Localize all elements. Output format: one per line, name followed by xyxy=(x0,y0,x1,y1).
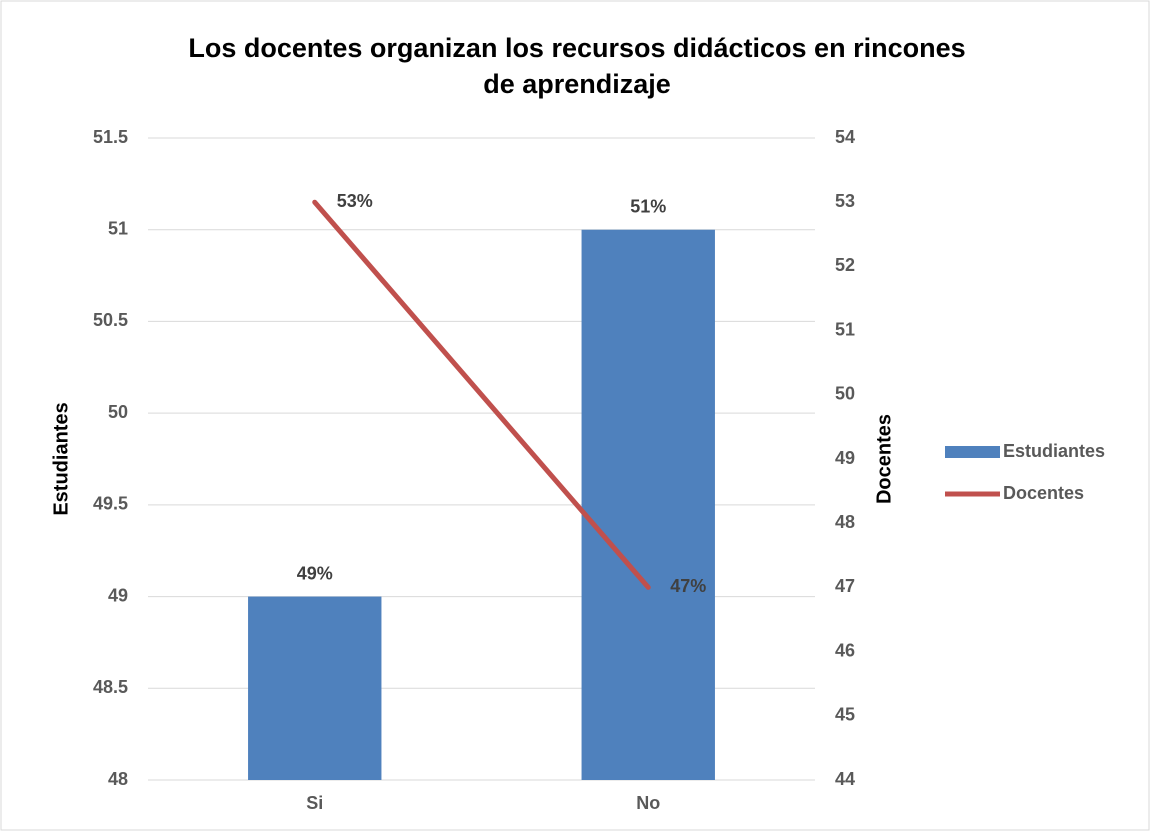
y-tick-label: 48 xyxy=(108,769,128,789)
data-label: 49% xyxy=(297,563,333,583)
legend-label: Docentes xyxy=(1003,483,1084,503)
y-tick-label: 51 xyxy=(108,218,128,238)
y2-tick-label: 51 xyxy=(835,319,855,339)
line xyxy=(312,199,651,590)
y-tick-label: 49.5 xyxy=(93,494,128,514)
y-tick-label: 48.5 xyxy=(93,677,128,697)
y-axis-label: Estudiantes xyxy=(50,402,72,515)
x-tick-label: No xyxy=(636,793,660,813)
y2-tick-label: 47 xyxy=(835,576,855,596)
y2-tick-label: 50 xyxy=(835,384,855,404)
y2-tick-label: 46 xyxy=(835,640,855,660)
bar xyxy=(581,229,715,780)
bar xyxy=(248,596,382,780)
y2-tick-label: 54 xyxy=(835,127,855,147)
y2-tick-label: 45 xyxy=(835,705,855,725)
data-label: 47% xyxy=(670,576,706,596)
y2-tick-label: 49 xyxy=(835,448,855,468)
chart-title: Los docentes organizan los recursos didá… xyxy=(188,33,966,99)
y2-axis-label: Docentes xyxy=(873,414,895,504)
y-tick-label: 50 xyxy=(108,402,128,422)
y2-tick-label: 52 xyxy=(835,255,855,275)
y2-tick-label: 44 xyxy=(835,769,855,789)
y2-tick-label: 48 xyxy=(835,512,855,532)
y2-tick-label: 53 xyxy=(835,191,855,211)
data-label: 51% xyxy=(630,196,666,216)
y-tick-label: 50.5 xyxy=(93,310,128,330)
y-tick-label: 49 xyxy=(108,585,128,605)
data-label: 53% xyxy=(337,191,373,211)
x-tick-label: Si xyxy=(306,793,323,813)
legend-swatch xyxy=(945,446,1000,458)
y-tick-label: 51.5 xyxy=(93,127,128,147)
legend-label: Estudiantes xyxy=(1003,441,1105,461)
